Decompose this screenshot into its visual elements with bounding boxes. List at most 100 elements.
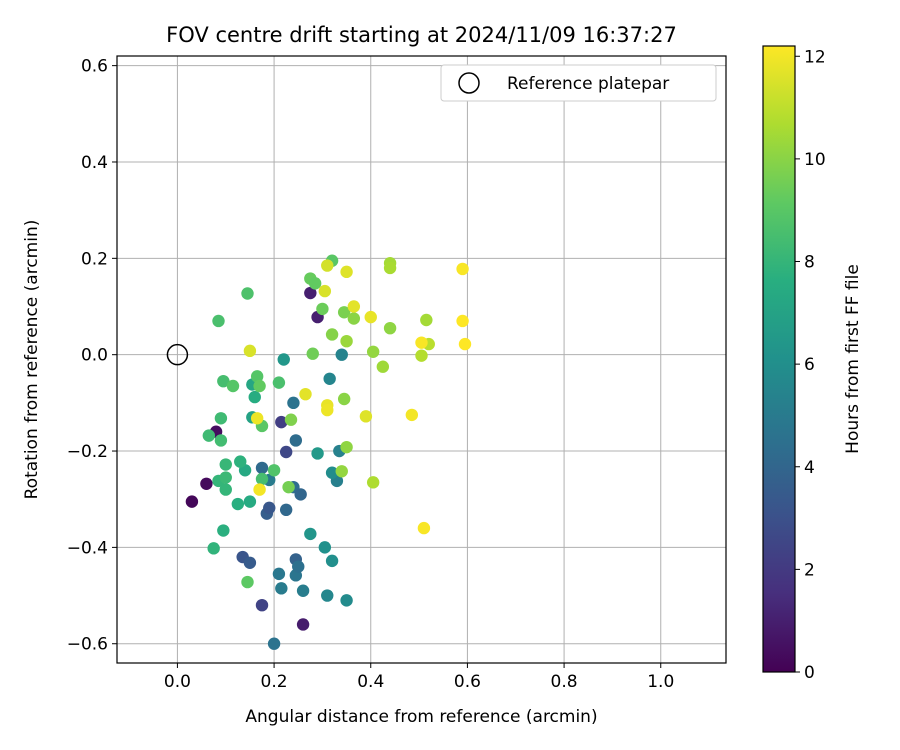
plot-area-frame xyxy=(116,55,727,664)
colorbar-tick-label: 8 xyxy=(804,253,815,273)
scatter-point xyxy=(318,284,332,298)
y-tick-label: −0.6 xyxy=(67,635,108,655)
scatter-point xyxy=(304,527,317,541)
scatter-point xyxy=(296,618,310,631)
scatter-point xyxy=(248,390,261,404)
legend-marker-reference xyxy=(458,72,480,94)
scatter-point xyxy=(289,434,303,447)
scatter-point xyxy=(304,286,317,300)
scatter-point xyxy=(325,328,339,341)
y-tick-label: −0.2 xyxy=(67,442,108,462)
scatter-point xyxy=(415,349,428,362)
scatter-point xyxy=(250,412,264,425)
scatter-point xyxy=(243,495,257,508)
scatter-point xyxy=(376,360,390,373)
colorbar-tick-label: 10 xyxy=(804,150,826,170)
scatter-point xyxy=(234,455,247,468)
y-tick-label: 0.6 xyxy=(81,57,108,77)
scatter-point xyxy=(325,466,339,479)
scatter-point xyxy=(325,554,339,568)
scatter-point xyxy=(255,598,269,612)
scatter-point xyxy=(366,345,380,358)
scatter-point xyxy=(292,560,305,573)
colorbar-tick-label: 2 xyxy=(804,560,815,580)
scatter-point xyxy=(456,314,469,328)
scatter-point xyxy=(279,503,293,517)
scatter-point xyxy=(417,521,431,535)
chart-title: FOV centre drift starting at 2024/11/09 … xyxy=(166,23,677,47)
y-tick-label: 0.2 xyxy=(81,249,108,269)
scatter-point xyxy=(217,374,230,388)
scatter-point xyxy=(212,314,225,328)
scatter-point xyxy=(347,300,361,313)
y-tick-label: 0.4 xyxy=(81,153,108,173)
scatter-point xyxy=(415,336,428,349)
scatter-point xyxy=(219,471,232,484)
colorbar-tick-label: 12 xyxy=(804,47,826,67)
reference-platepar-marker xyxy=(166,343,189,366)
scatter-point xyxy=(250,370,264,383)
scatter-point xyxy=(241,575,254,589)
scatter-point xyxy=(456,262,469,276)
y-ticks: −0.6 −0.4 −0.2 0.0 0.2 0.4 0.6 xyxy=(67,57,117,655)
scatter-point xyxy=(335,348,348,361)
scatter-point xyxy=(340,440,353,454)
x-tick-label: 0.8 xyxy=(551,672,578,692)
scatter-point xyxy=(241,287,254,300)
x-tick-label: 0.4 xyxy=(357,672,384,692)
scatter-points xyxy=(185,254,472,650)
scatter-point xyxy=(253,483,266,496)
legend-entry-label: Reference platepar xyxy=(507,74,669,94)
scatter-point xyxy=(308,277,322,290)
scatter-point xyxy=(321,403,334,417)
scatter-point xyxy=(263,501,276,515)
legend: Reference platepar xyxy=(440,64,717,102)
scatter-point xyxy=(231,497,245,511)
scatter-point xyxy=(275,582,288,595)
scatter-point xyxy=(287,396,300,410)
y-tick-label: 0.0 xyxy=(81,346,108,366)
scatter-point xyxy=(299,387,312,401)
scatter-point xyxy=(200,477,213,490)
colorbar-label: Hours from first FF file xyxy=(843,264,863,454)
scatter-point xyxy=(282,480,295,494)
scatter-point xyxy=(272,376,286,389)
x-ticks: 0.0 0.2 0.4 0.6 0.8 1.0 xyxy=(164,663,674,692)
reference-marker-group xyxy=(166,343,189,366)
scatter-point xyxy=(420,313,433,327)
x-tick-label: 0.2 xyxy=(261,672,288,692)
scatter-point xyxy=(311,447,324,460)
scatter-point xyxy=(340,265,353,279)
scatter-point xyxy=(347,312,361,325)
scatter-point xyxy=(337,306,351,319)
y-tick-label: −0.4 xyxy=(67,538,108,558)
scatter-point xyxy=(323,372,336,385)
scatter-point xyxy=(296,584,310,597)
scatter-point xyxy=(255,461,269,475)
scatter-point xyxy=(405,408,419,422)
scatter-point xyxy=(335,465,348,478)
scatter-point xyxy=(364,310,377,324)
x-tick-label: 0.0 xyxy=(164,672,191,692)
colorbar: 0 2 4 6 8 10 12 Hours from first FF file xyxy=(762,45,863,683)
scatter-point xyxy=(267,464,281,477)
scatter-point xyxy=(284,413,298,426)
scatter-point xyxy=(217,524,230,537)
x-axis-label: Angular distance from reference (arcmin) xyxy=(245,707,597,727)
colorbar-tick-label: 6 xyxy=(804,355,815,375)
scatter-point xyxy=(202,429,216,442)
scatter-point xyxy=(253,379,266,393)
scatter-point xyxy=(340,334,353,348)
colorbar-ticks: 0 2 4 6 8 10 12 xyxy=(795,47,826,683)
scatter-point xyxy=(318,541,332,554)
scatter-point xyxy=(279,445,293,459)
scatter-point xyxy=(207,542,220,555)
scatter-point xyxy=(359,410,373,423)
scatter-point xyxy=(321,259,334,272)
scatter-point xyxy=(337,392,351,406)
x-tick-label: 1.0 xyxy=(647,672,674,692)
scatter-point xyxy=(185,495,199,508)
colorbar-tick-label: 4 xyxy=(804,458,815,478)
y-axis-label: Rotation from reference (arcmin) xyxy=(22,220,42,500)
